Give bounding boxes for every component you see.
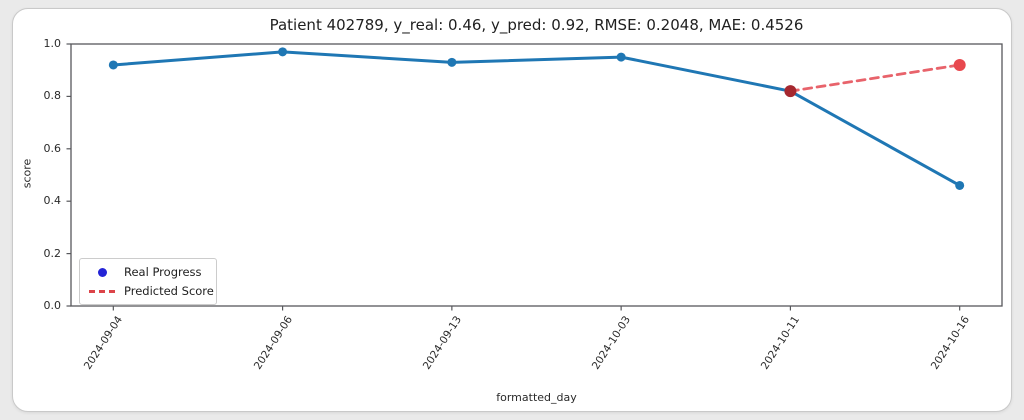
data-point-marker: [447, 57, 457, 67]
legend-entry-real-progress: Real Progress: [89, 265, 206, 279]
y-tick-label: 1.0: [43, 37, 62, 50]
red-dashed-line-icon: [89, 289, 115, 293]
legend-label-predicted-score: Predicted Score: [124, 284, 214, 298]
chart-card: Patient 402789, y_real: 0.46, y_pred: 0.…: [12, 8, 1012, 412]
line-plot-canvas: [66, 43, 1003, 311]
legend: Real Progress Predicted Score: [79, 258, 217, 305]
y-tick-label: 0.6: [43, 141, 62, 155]
series-line-real-progress: [111, 50, 962, 187]
blue-dot-marker-icon: [97, 267, 107, 277]
series-line-predicted-score: [789, 63, 962, 93]
y-tick-label: 0.8: [43, 89, 62, 103]
data-point-marker: [953, 58, 966, 71]
chart-title: Patient 402789, y_real: 0.46, y_pred: 0.…: [269, 16, 804, 34]
y-tick-label: 0.2: [43, 246, 62, 260]
y-tick-label: 0.4: [43, 194, 62, 208]
legend-marker-box: [89, 289, 115, 293]
data-point-marker: [278, 47, 288, 57]
x-axis-label: formatted_day: [496, 391, 577, 404]
legend-label-real-progress: Real Progress: [124, 265, 202, 279]
y-tick-label: 0.0: [43, 299, 62, 312]
legend-entry-predicted-score: Predicted Score: [89, 284, 214, 298]
data-point-marker: [955, 180, 965, 190]
plot-frame: [70, 43, 1003, 307]
data-point-marker: [784, 85, 797, 98]
data-point-marker: [616, 52, 626, 62]
data-point-marker: [108, 60, 118, 70]
legend-marker-box: [89, 267, 115, 277]
